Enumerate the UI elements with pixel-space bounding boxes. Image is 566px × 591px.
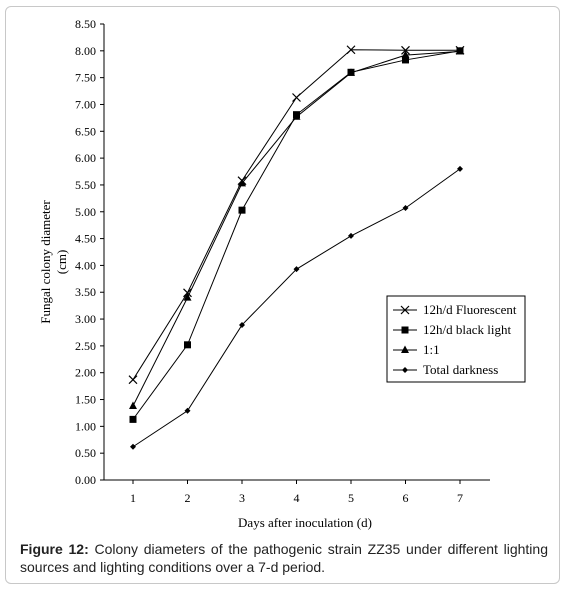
y-tick-label: 6.00 [75, 151, 96, 165]
data-point [457, 165, 463, 172]
y-tick-label: 3.00 [75, 312, 96, 326]
data-point [183, 288, 192, 298]
y-tick-label: 7.00 [75, 97, 96, 111]
series-triangle [129, 46, 464, 409]
data-point [347, 68, 355, 76]
data-point [292, 93, 301, 102]
data-point [293, 266, 300, 273]
data-point [238, 178, 246, 187]
y-tick-label: 0.50 [75, 446, 96, 460]
series-diamond [130, 165, 463, 450]
data-point [130, 443, 136, 450]
legend-marker [400, 305, 410, 315]
y-axis-label: Fungal colony diameter [38, 200, 53, 324]
x-tick-label: 6 [403, 491, 409, 505]
y-tick-label: 2.50 [75, 339, 96, 353]
figure-frame [5, 6, 560, 584]
y-tick-label: 0.00 [75, 473, 96, 487]
y-tick-label: 5.00 [75, 205, 96, 219]
x-tick-label: 1 [130, 491, 136, 505]
legend-label: 12h/d Fluorescent [423, 302, 517, 317]
y-tick-label: 2.00 [75, 366, 96, 380]
legend-entry: 12h/d Fluorescent [393, 302, 517, 317]
x-tick-label: 7 [457, 491, 463, 505]
x-tick-label: 2 [185, 491, 191, 505]
data-point [238, 206, 246, 214]
figure-caption: Figure 12: Colony diameters of the patho… [20, 540, 548, 576]
x-tick-label: 4 [294, 491, 300, 505]
data-point [129, 401, 137, 409]
data-point [184, 407, 191, 414]
y-tick-label: 3.50 [75, 285, 96, 299]
legend-entry: 1:1 [393, 342, 440, 357]
caption-text: Colony diameters of the pathogenic strai… [20, 541, 548, 575]
y-tick-label: 8.00 [75, 44, 96, 58]
data-point [239, 321, 245, 328]
data-point [184, 341, 191, 349]
y-axis-unit-label: (cm) [54, 250, 69, 275]
legend-marker [402, 367, 408, 373]
legend-label: Total darkness [423, 362, 498, 377]
data-point [292, 112, 301, 120]
x-axis-label: Days after inoculation (d) [238, 515, 372, 530]
data-point [128, 375, 138, 385]
legend-marker [401, 326, 409, 334]
data-point [402, 56, 409, 64]
data-point [183, 293, 192, 301]
y-tick-label: 4.50 [75, 232, 96, 246]
legend-label: 1:1 [423, 342, 440, 357]
y-tick-label: 5.50 [75, 178, 96, 192]
legend-marker [401, 345, 409, 353]
legend-box [386, 295, 526, 383]
data-point [346, 45, 356, 55]
y-tick-label: 8.50 [75, 17, 96, 31]
data-point [129, 415, 137, 423]
legend-entry: 12h/d black light [393, 322, 511, 337]
legend-entry: Total darkness [393, 362, 498, 377]
y-tick-label: 1.50 [75, 393, 96, 407]
caption-label: Figure 12: [20, 541, 89, 557]
data-point [401, 50, 410, 59]
y-tick-label: 4.00 [75, 258, 96, 272]
data-point [402, 205, 409, 212]
data-point [456, 46, 464, 55]
x-tick-label: 3 [239, 491, 245, 505]
y-tick-label: 7.50 [75, 71, 96, 85]
data-point [348, 232, 354, 239]
y-tick-label: 6.50 [75, 124, 96, 138]
x-tick-label: 5 [348, 491, 354, 505]
legend-label: 12h/d black light [423, 322, 511, 337]
legend: 12h/d Fluorescent 12h/d black light 1:1 Tot… [386, 295, 526, 383]
data-point [401, 45, 410, 55]
y-tick-label: 1.00 [75, 419, 96, 433]
